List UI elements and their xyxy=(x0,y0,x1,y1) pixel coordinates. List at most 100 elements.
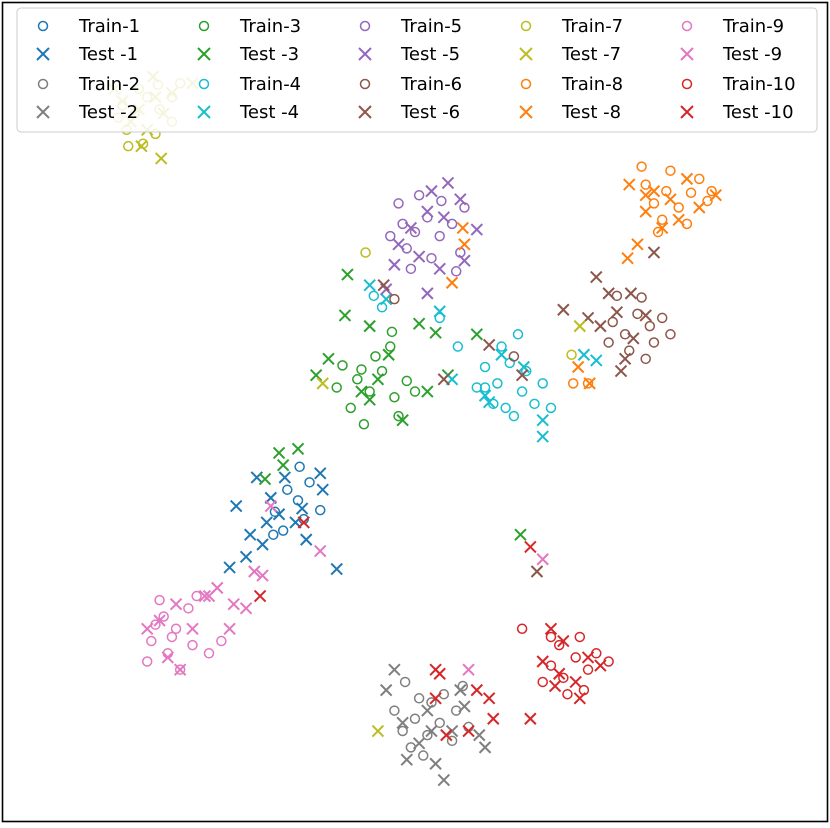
train-point xyxy=(386,326,398,338)
test-point xyxy=(421,385,434,398)
test-point xyxy=(239,550,253,563)
test-point xyxy=(544,622,558,635)
legend-marker-test xyxy=(197,47,211,61)
train-point xyxy=(409,713,421,724)
train-point xyxy=(545,402,557,414)
train-point xyxy=(652,226,664,238)
train-point xyxy=(399,676,411,688)
train-point xyxy=(370,351,381,362)
test-point xyxy=(260,516,273,529)
test-point xyxy=(693,201,706,214)
legend-marker-train xyxy=(520,78,532,90)
train-point xyxy=(508,351,520,362)
train-point xyxy=(345,402,356,414)
legend-label-test: Test -8 xyxy=(561,102,621,123)
test-point xyxy=(473,728,486,742)
train-point xyxy=(389,293,400,305)
test-point xyxy=(253,589,267,603)
train-point xyxy=(216,635,227,647)
test-point xyxy=(429,757,442,770)
test-point xyxy=(536,413,549,427)
test-point xyxy=(680,172,694,186)
legend-label-test: Test -5 xyxy=(400,44,460,65)
test-point xyxy=(639,189,652,202)
test-point xyxy=(594,319,607,333)
legend-marker-train xyxy=(520,20,532,32)
test-point xyxy=(462,724,475,738)
train-point xyxy=(457,680,469,692)
test-point xyxy=(557,634,570,648)
test-point xyxy=(441,176,455,190)
train-point xyxy=(337,360,348,371)
train-point xyxy=(567,378,579,389)
legend-label-train: Train-4 xyxy=(239,74,301,95)
test-point xyxy=(309,368,323,382)
test-point xyxy=(377,279,390,292)
test-point xyxy=(291,442,305,456)
legend-marker-train xyxy=(37,78,49,90)
test-point xyxy=(618,352,632,366)
test-point xyxy=(478,389,492,402)
train-point xyxy=(331,382,342,393)
test-point xyxy=(440,728,453,742)
train-point xyxy=(389,705,400,716)
train-point xyxy=(685,187,697,199)
test-point xyxy=(514,528,527,541)
train-point xyxy=(516,386,528,397)
test-point xyxy=(433,305,446,318)
test-point xyxy=(223,622,236,635)
test-point xyxy=(487,712,500,725)
test-point xyxy=(363,319,376,333)
train-point xyxy=(644,320,656,332)
test-point xyxy=(536,553,549,566)
test-point xyxy=(363,393,376,406)
train-point xyxy=(640,179,651,190)
test-point xyxy=(577,348,591,361)
legend-marker-train xyxy=(198,20,210,32)
train-point xyxy=(385,341,396,352)
test-point xyxy=(421,205,434,218)
train-point xyxy=(409,386,421,397)
test-point xyxy=(445,276,459,289)
train-point xyxy=(352,374,363,385)
test-point xyxy=(495,348,508,361)
train-point xyxy=(393,410,404,422)
train-point xyxy=(452,341,464,352)
test-point xyxy=(530,565,544,578)
test-point xyxy=(425,184,438,198)
legend-label-test: Test -6 xyxy=(400,102,460,123)
train-point xyxy=(673,202,684,213)
train-point xyxy=(558,672,569,684)
test-point xyxy=(524,540,537,554)
test-point xyxy=(569,675,582,689)
legend-label-train: Train-7 xyxy=(561,16,623,37)
legend-marker-test xyxy=(519,105,533,119)
legend-label-train: Train-6 xyxy=(400,74,462,95)
test-point xyxy=(239,602,253,615)
legend-marker-test xyxy=(519,47,533,61)
test-point xyxy=(276,458,290,472)
test-point xyxy=(470,223,484,236)
test-point xyxy=(458,254,471,267)
test-point xyxy=(404,221,418,235)
legend-marker-test xyxy=(358,105,372,119)
legend-marker-train xyxy=(681,20,693,32)
legend-label-train: Train-10 xyxy=(722,74,796,95)
legend: Train-1 Test -1 Train-2 Test -2 Train-3 Test … xyxy=(16,7,818,133)
test-point xyxy=(392,238,405,251)
train-point xyxy=(574,631,586,643)
test-point xyxy=(412,250,426,263)
test-point xyxy=(664,193,677,206)
test-point xyxy=(557,303,570,316)
test-point xyxy=(429,663,442,676)
series-class-9 xyxy=(140,499,549,676)
test-point xyxy=(482,395,496,409)
test-point xyxy=(437,373,451,386)
test-point xyxy=(462,663,475,676)
train-point xyxy=(553,639,565,651)
train-point xyxy=(401,375,413,387)
test-point xyxy=(278,471,292,484)
legend-label-test: Test -3 xyxy=(239,44,299,65)
test-point xyxy=(388,663,401,676)
